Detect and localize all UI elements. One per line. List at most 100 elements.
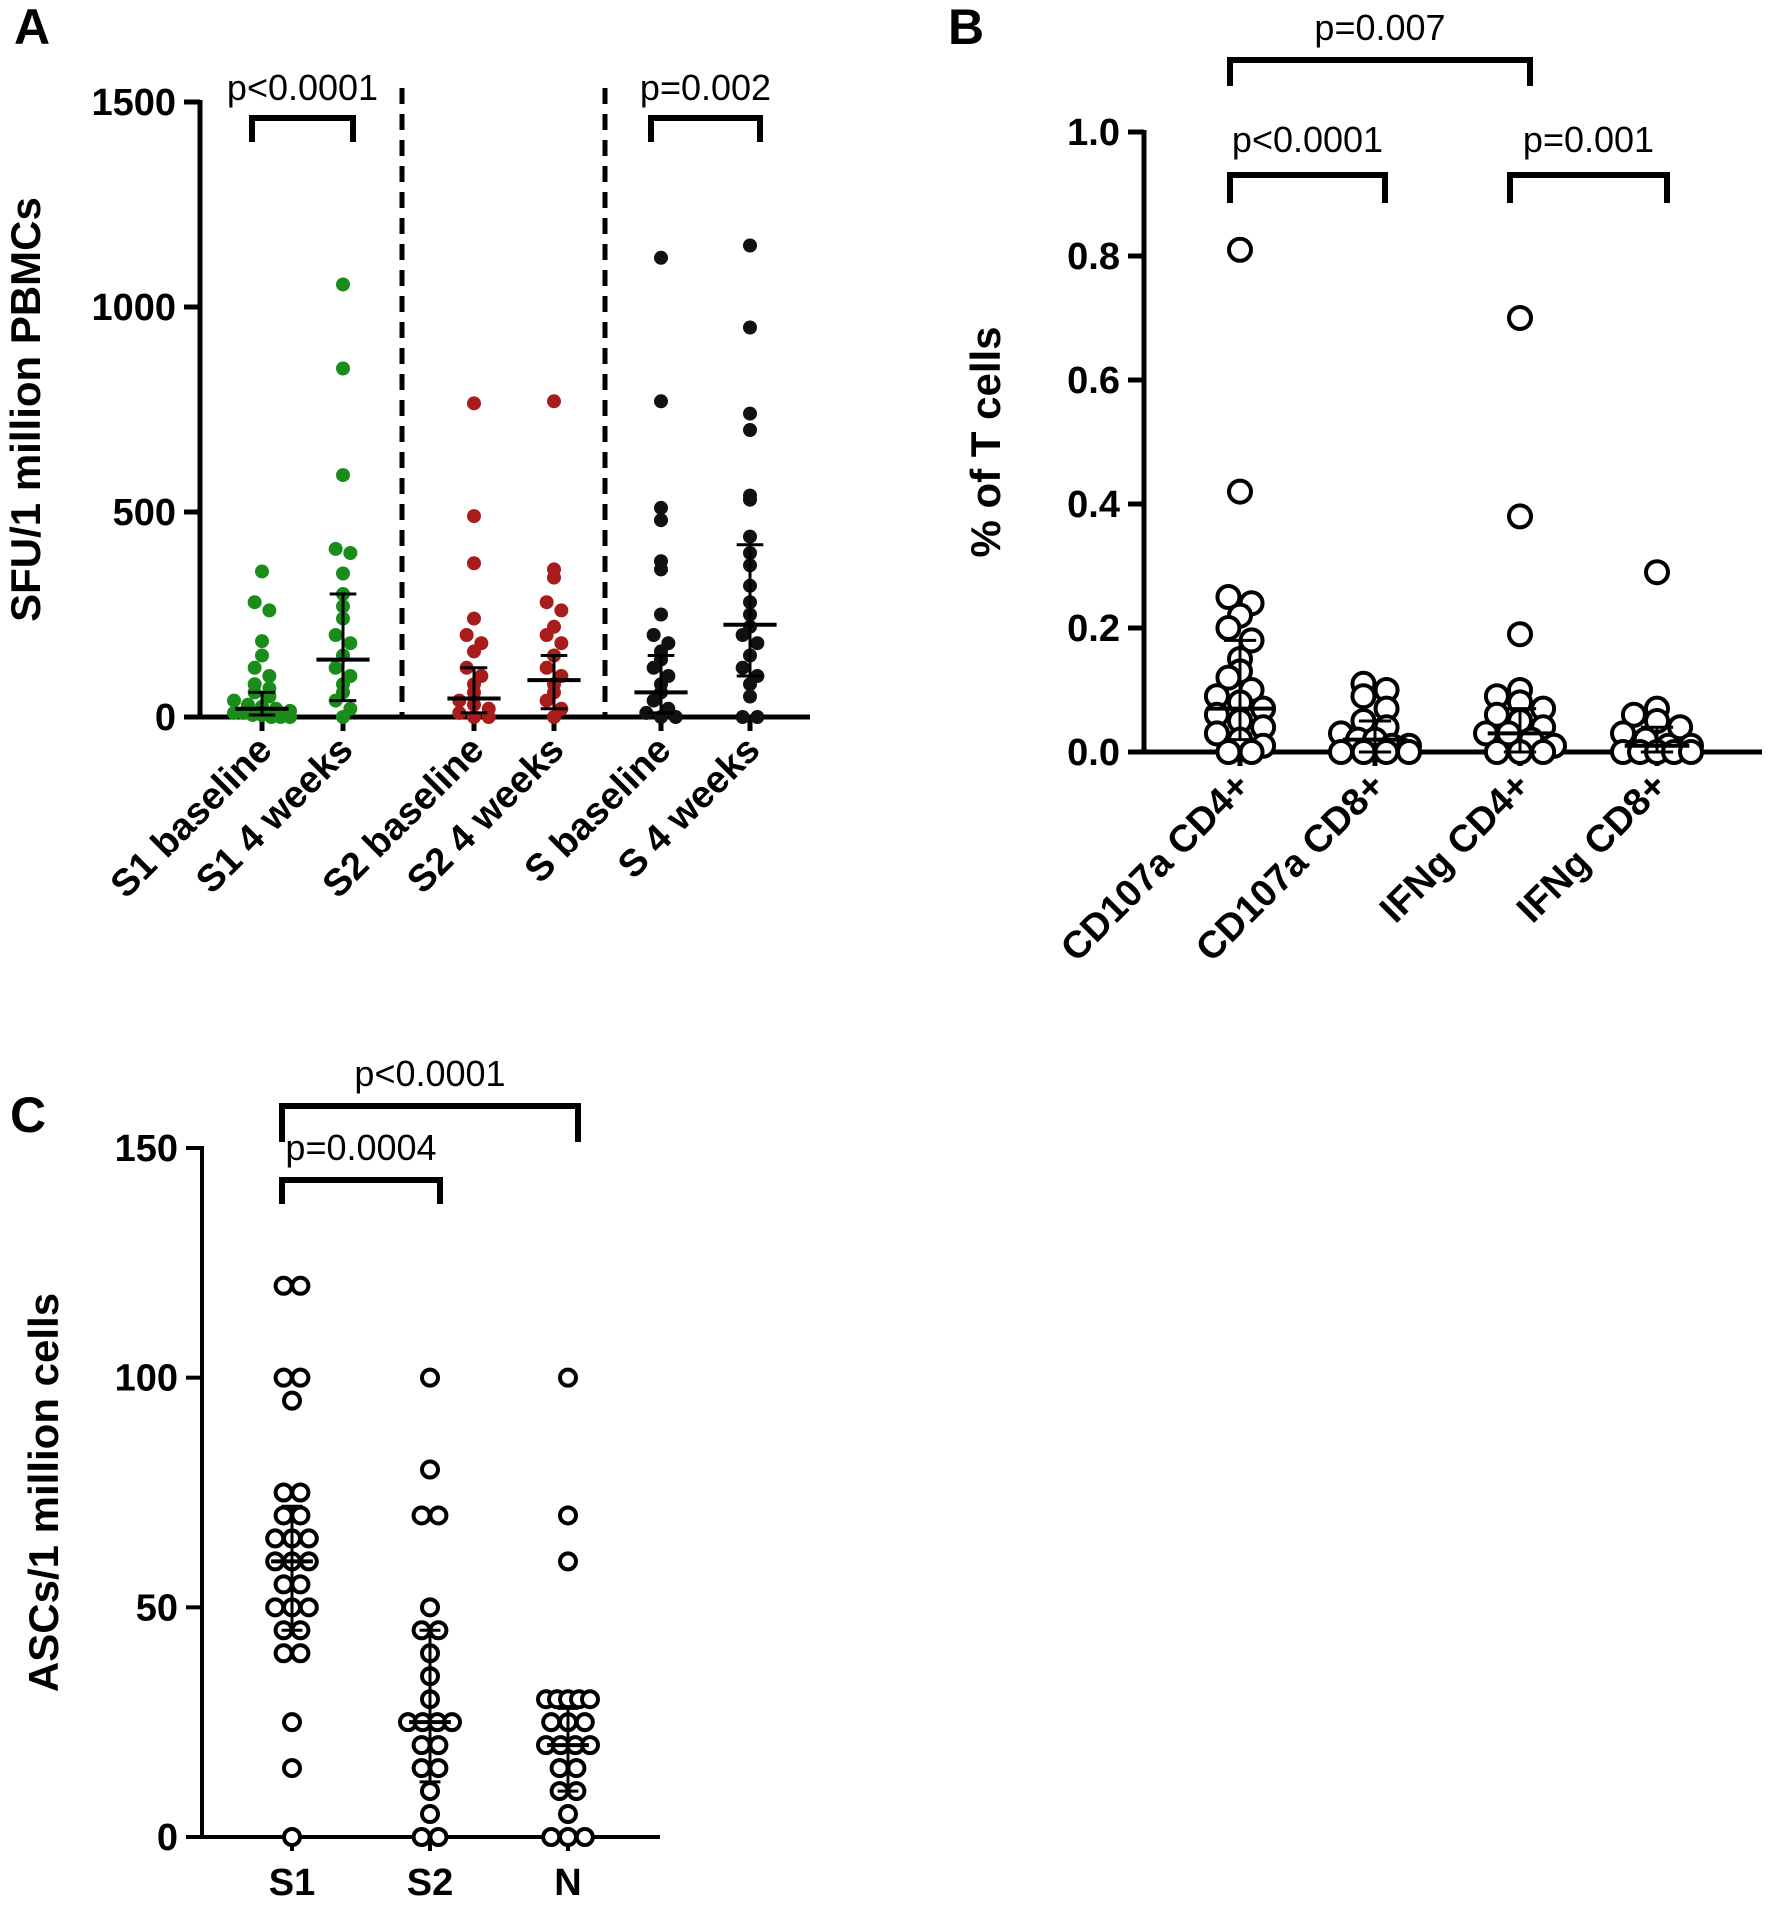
data-point: [560, 1829, 576, 1845]
panel-letter-a: A: [14, 0, 50, 55]
data-point: [554, 636, 568, 650]
data-point: [654, 501, 668, 515]
data-point: [577, 1829, 593, 1845]
data-point: [452, 694, 466, 708]
data-point: [577, 1714, 593, 1730]
y-tick-label: 0: [155, 697, 176, 739]
y-axis-title: % of T cells: [962, 326, 1009, 557]
data-point: [248, 661, 262, 675]
data-point: [255, 634, 269, 648]
y-tick-label: 150: [115, 1128, 178, 1170]
data-point: [743, 239, 757, 253]
data-point: [547, 710, 561, 724]
data-point: [743, 690, 757, 704]
data-point: [736, 661, 750, 675]
data-point: [255, 649, 269, 663]
data-point: [560, 1507, 576, 1523]
data-point: [743, 407, 757, 421]
data-point: [292, 1278, 308, 1294]
data-point: [276, 1645, 292, 1661]
x-tick-label: N: [554, 1862, 581, 1904]
data-point: [414, 1507, 430, 1523]
data-point: [336, 277, 350, 291]
data-point: [736, 710, 750, 724]
data-point: [414, 1829, 430, 1845]
data-point: [227, 694, 241, 708]
data-point: [284, 1714, 300, 1730]
y-tick-label: 0.4: [1067, 484, 1120, 526]
significance-bracket: [651, 118, 760, 142]
data-point: [336, 362, 350, 376]
data-point: [647, 694, 661, 708]
data-point: [552, 1760, 568, 1776]
data-point: [336, 468, 350, 482]
data-point: [1330, 741, 1352, 763]
data-point: [654, 562, 668, 576]
data-point: [336, 710, 350, 724]
p-value-label: p<0.0001: [227, 67, 378, 108]
data-point: [262, 603, 276, 617]
figure: A B C 050010001500SFU/1 million PBMCsS1 …: [0, 0, 1770, 1910]
data-point: [654, 251, 668, 265]
data-point: [430, 1829, 446, 1845]
y-tick-label: 0.8: [1067, 236, 1120, 278]
y-tick-label: 500: [113, 492, 176, 534]
x-tick-label: S2: [407, 1862, 453, 1904]
data-point: [467, 556, 481, 570]
y-tick-label: 1.0: [1067, 112, 1120, 154]
significance-bracket: [1230, 175, 1385, 203]
data-point: [554, 603, 568, 617]
data-point: [343, 636, 357, 650]
significance-bracket: [1510, 175, 1667, 203]
data-point: [301, 1599, 317, 1615]
data-point: [329, 661, 343, 675]
data-point: [467, 612, 481, 626]
data-point: [276, 1370, 292, 1386]
data-point: [422, 1783, 438, 1799]
y-axis-title: ASCs/1 million cells: [20, 1293, 67, 1692]
data-point: [414, 1760, 430, 1776]
data-point: [248, 595, 262, 609]
significance-bracket: [252, 118, 353, 142]
p-value-label: p=0.002: [640, 67, 771, 108]
p-value-label: p=0.0004: [285, 1127, 436, 1168]
panel-letter-b: B: [948, 0, 984, 55]
data-point: [284, 1760, 300, 1776]
data-point: [276, 1485, 292, 1501]
data-point: [467, 509, 481, 523]
p-value-label: p<0.0001: [1232, 119, 1383, 160]
y-tick-label: 0.0: [1067, 732, 1120, 774]
data-point: [540, 595, 554, 609]
y-tick-label: 1000: [91, 287, 176, 329]
data-point: [582, 1691, 598, 1707]
p-value-label: p=0.007: [1314, 7, 1445, 48]
data-point: [654, 608, 668, 622]
data-point: [560, 1553, 576, 1569]
data-point: [543, 1829, 559, 1845]
data-point: [292, 1507, 308, 1523]
data-point: [647, 661, 661, 675]
data-point: [1229, 481, 1251, 503]
y-axis-title: SFU/1 million PBMCs: [2, 197, 49, 622]
data-point: [292, 1645, 308, 1661]
data-point: [1229, 239, 1251, 261]
data-point: [283, 710, 297, 724]
data-point: [736, 628, 750, 642]
data-point: [430, 1507, 446, 1523]
panel-letter-c: C: [10, 1087, 46, 1143]
y-tick-label: 0.2: [1067, 608, 1120, 650]
data-point: [276, 1278, 292, 1294]
data-point: [460, 628, 474, 642]
y-tick-label: 0.6: [1067, 360, 1120, 402]
data-point: [647, 628, 661, 642]
data-point: [422, 1599, 438, 1615]
data-point: [267, 1530, 283, 1546]
data-point: [267, 1599, 283, 1615]
data-point: [743, 530, 757, 544]
x-tick-label: S1: [269, 1862, 315, 1904]
data-point: [1352, 685, 1374, 707]
data-point: [560, 1806, 576, 1822]
p-value-label: p<0.0001: [354, 1053, 505, 1094]
